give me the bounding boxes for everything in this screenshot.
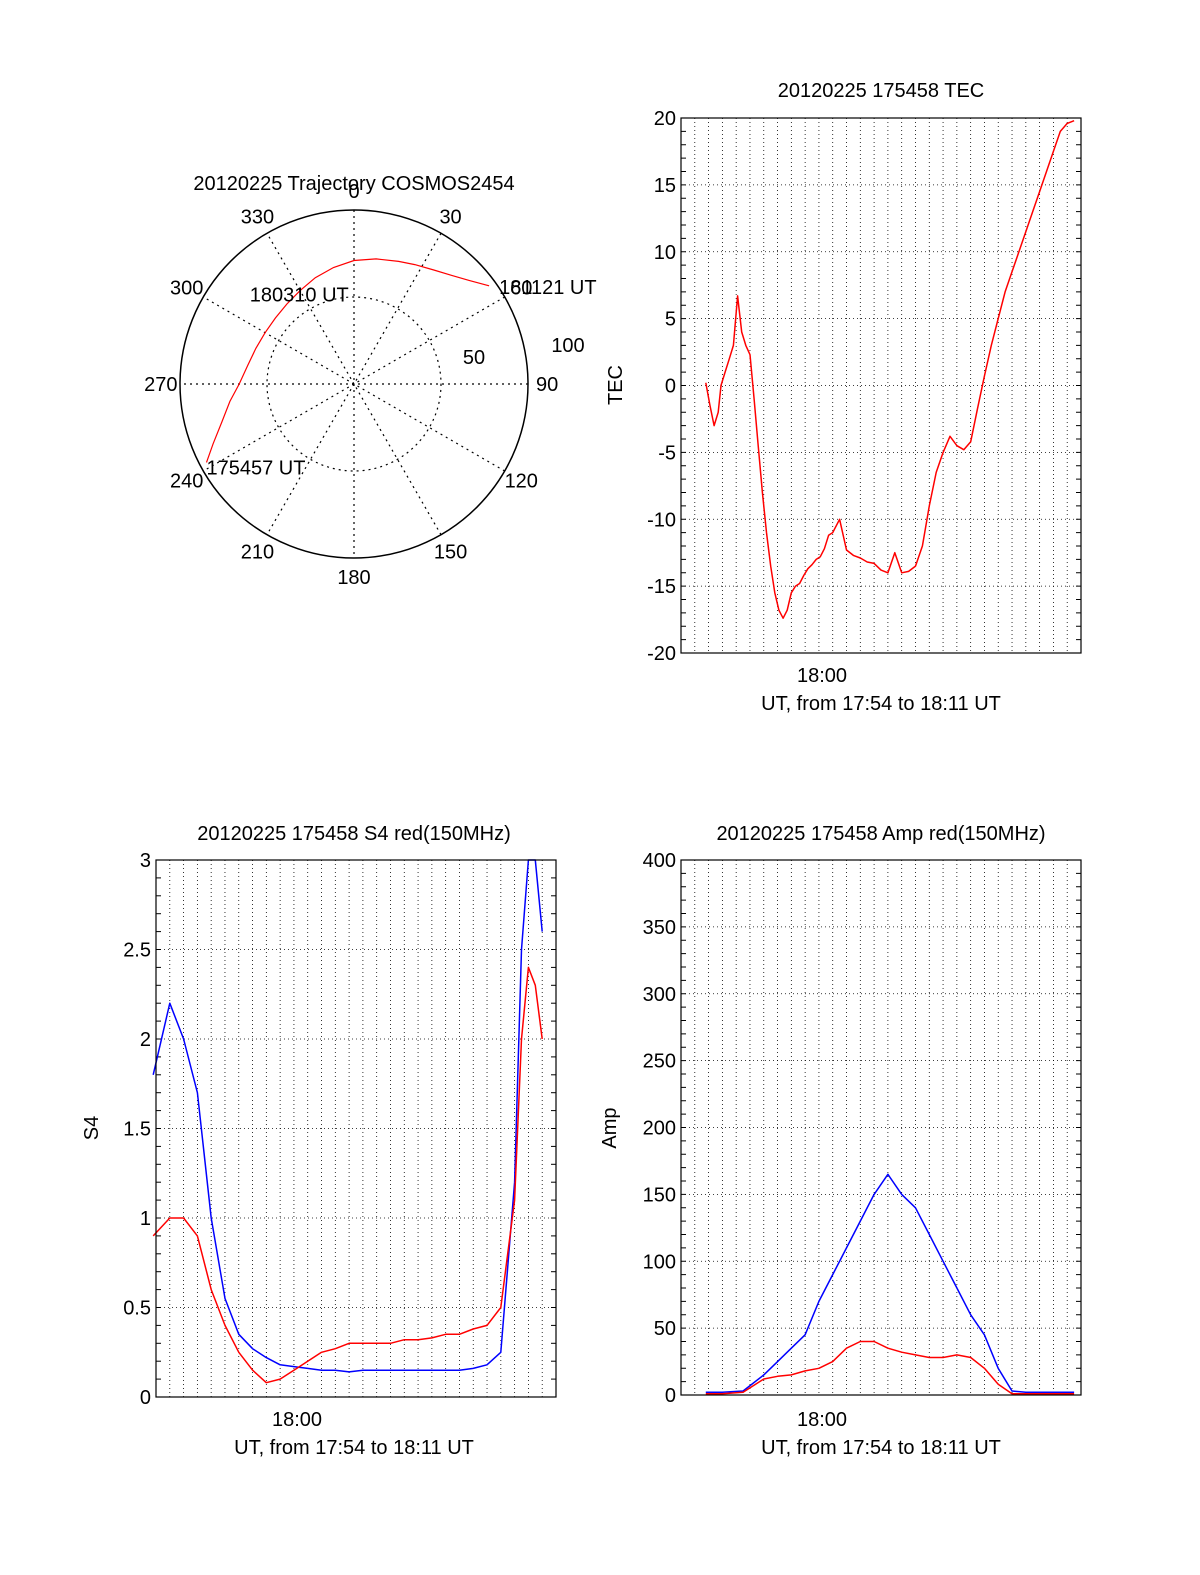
polar-angle-label: 60 bbox=[510, 277, 532, 299]
polar-angle-label: 0 bbox=[348, 181, 359, 203]
s4-x-tick-label: 18:00 bbox=[272, 1409, 322, 1431]
tec-y-axis-label: TEC bbox=[605, 365, 627, 405]
polar-angle-label: 270 bbox=[144, 374, 177, 396]
amp-y-axis-label: Amp bbox=[599, 1107, 621, 1148]
tec-y-tick-label: 5 bbox=[665, 309, 676, 331]
s4-grid bbox=[156, 859, 556, 1398]
tec-frame bbox=[680, 117, 1082, 654]
tec-y-tick-label: -5 bbox=[658, 442, 676, 464]
polar-time-annotation: 180310 UT bbox=[250, 285, 349, 307]
polar-time-annotation: 181121 UT bbox=[499, 277, 596, 299]
polar-title: 20120225 Trajectory COSMOS2454 bbox=[193, 173, 514, 195]
tec-y-tick-labels: -20 -15 -10 -5 0 5 10 15 20 bbox=[647, 108, 676, 665]
polar-annotations: 181121 UT 180310 UT 175457 UT bbox=[207, 277, 597, 480]
polar-angle-label: 330 bbox=[241, 207, 274, 229]
tec-y-tick-label: 10 bbox=[654, 242, 676, 264]
polar-angle-label: 210 bbox=[241, 541, 274, 563]
s4-frame bbox=[155, 859, 557, 1398]
s4-series-line-red bbox=[152, 966, 543, 1384]
s4-y-tick-label: 0.5 bbox=[123, 1298, 151, 1320]
amp-y-tick-label: 200 bbox=[643, 1118, 676, 1140]
polar-inner-circle bbox=[266, 296, 442, 472]
s4-y-tick-label: 0 bbox=[140, 1387, 151, 1409]
tec-plot: 20120225 175458 TEC -20-15-10-505101520 … bbox=[605, 80, 1082, 715]
s4-y-tick-label: 2.5 bbox=[123, 940, 151, 962]
s4-y-tick-label: 1 bbox=[140, 1208, 151, 1230]
polar-angle-label: 150 bbox=[434, 541, 467, 563]
tec-grid bbox=[681, 117, 1081, 654]
s4-x-axis-label: UT, from 17:54 to 18:11 UT bbox=[234, 1437, 474, 1459]
s4-y-axis-label: S4 bbox=[81, 1116, 103, 1140]
amp-y-tick-label: 50 bbox=[654, 1318, 676, 1340]
polar-trajectory-line bbox=[205, 258, 490, 463]
s4-series bbox=[152, 859, 543, 1384]
amp-y-tick-labels: 0 50 100 150 200 250 300 350 400 bbox=[643, 850, 676, 1407]
amp-y-tick-label: 100 bbox=[643, 1251, 676, 1273]
tec-x-axis-label: UT, from 17:54 to 18:11 UT bbox=[761, 693, 1001, 715]
s4-y-tick-labels: 0 0.5 1 1.5 2 2.5 3 bbox=[123, 850, 151, 1409]
polar-angle-label: 300 bbox=[170, 277, 203, 299]
amp-y-tick-label: 400 bbox=[643, 850, 676, 872]
amp-y-tick-label: 250 bbox=[643, 1051, 676, 1073]
polar-angle-labels: 0 30 60 90 120 150 180 210 240 270 300 330 bbox=[144, 181, 558, 589]
s4-y-tick-label: 1.5 bbox=[123, 1119, 151, 1141]
amp-y-tick-label: 350 bbox=[643, 917, 676, 939]
amp-plot: 20120225 175458 Amp red(150MHz) 0 50 100 15… bbox=[599, 823, 1082, 1459]
tec-x-tick-label: 18:00 bbox=[797, 665, 847, 687]
polar-radius-label: 50 bbox=[463, 347, 485, 369]
polar-angle-label: 90 bbox=[536, 374, 558, 396]
amp-x-tick-label: 18:00 bbox=[797, 1409, 847, 1431]
polar-radius-labels: 50 100 bbox=[463, 335, 585, 369]
polar-trajectory bbox=[205, 258, 490, 463]
tec-series bbox=[705, 120, 1075, 619]
s4-series-line-blue bbox=[152, 859, 543, 1373]
s4-y-tick-label: 3 bbox=[140, 850, 151, 872]
polar-angle-label: 30 bbox=[439, 207, 461, 229]
amp-y-tick-label: 150 bbox=[643, 1184, 676, 1206]
tec-series-line-red bbox=[705, 120, 1075, 619]
tec-y-tick-label: -15 bbox=[647, 576, 676, 598]
tec-y-tick-label: 20 bbox=[654, 108, 676, 130]
polar-trajectory-plot: 20120225 Trajectory COSMOS2454 0 30 60 90 12… bbox=[144, 173, 596, 589]
s4-title: 20120225 175458 S4 red(150MHz) bbox=[197, 823, 511, 845]
tec-y-tick-label: 0 bbox=[665, 376, 676, 398]
amp-y-tick-label: 300 bbox=[643, 984, 676, 1006]
amp-series-line-red bbox=[705, 1340, 1075, 1395]
tec-y-tick-label: 15 bbox=[654, 175, 676, 197]
polar-angle-label: 120 bbox=[505, 471, 538, 493]
tec-y-tick-label: -20 bbox=[647, 643, 676, 665]
polar-radius-label: 100 bbox=[551, 335, 584, 357]
amp-title: 20120225 175458 Amp red(150MHz) bbox=[716, 823, 1045, 845]
tec-y-tick-label: -10 bbox=[647, 509, 676, 531]
amp-grid bbox=[681, 859, 1081, 1396]
polar-grid bbox=[179, 209, 529, 559]
polar-time-annotation: 175457 UT bbox=[207, 457, 306, 479]
amp-y-tick-label: 0 bbox=[665, 1385, 676, 1407]
s4-y-tick-label: 2 bbox=[140, 1029, 151, 1051]
polar-angle-label: 240 bbox=[170, 471, 203, 493]
polar-angle-label: 180 bbox=[337, 567, 370, 589]
amp-frame bbox=[680, 859, 1082, 1396]
s4-plot: 20120225 175458 S4 red(150MHz) 0 0.5 1 1.5 2… bbox=[81, 823, 557, 1459]
amp-series-line-blue bbox=[705, 1173, 1075, 1394]
amp-x-axis-label: UT, from 17:54 to 18:11 UT bbox=[761, 1437, 1001, 1459]
polar-spoke bbox=[266, 233, 442, 535]
amp-series bbox=[705, 1173, 1075, 1395]
tec-title: 20120225 175458 TEC bbox=[778, 80, 984, 102]
